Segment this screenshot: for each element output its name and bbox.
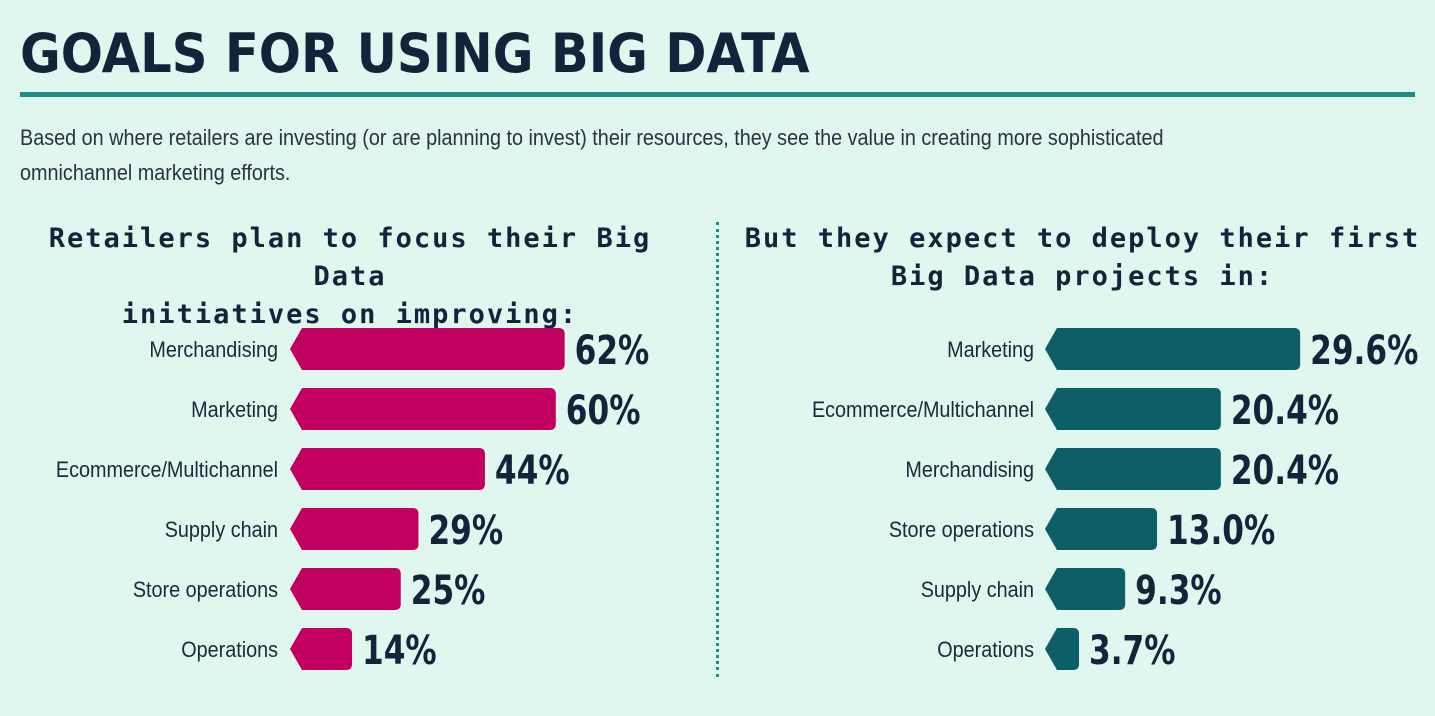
bar (290, 628, 353, 670)
title-underline (20, 92, 1415, 97)
category-label: Ecommerce/Multichannel (56, 458, 278, 482)
bar (1045, 328, 1301, 370)
value-label: 60% (566, 388, 641, 434)
bar (290, 448, 485, 490)
value-label: 13.0% (1167, 508, 1275, 554)
dotted-divider (716, 222, 719, 677)
category-label: Store operations (133, 578, 278, 602)
category-label: Supply chain (165, 518, 278, 542)
intro-text: Based on where retailers are investing (… (20, 125, 1164, 185)
bar-row: Operations 3.7% (937, 628, 1176, 674)
bar-row: Marketing 29.6% (947, 328, 1418, 374)
value-label: 44% (495, 448, 570, 494)
value-label: 29% (428, 508, 503, 554)
right-heading-line-1: But they expect to deploy their first (744, 223, 1421, 254)
bar-row: Ecommerce/Multichannel 44% (56, 448, 570, 494)
category-label: Operations (181, 638, 278, 662)
page-title: GOALS FOR USING BIG DATA (20, 22, 810, 85)
value-label: 9.3% (1135, 568, 1222, 614)
left-heading-line-1: Retailers plan to focus their Big Data (48, 223, 652, 292)
right-heading-line-2: Big Data projects in: (890, 261, 1275, 292)
bar (1045, 568, 1126, 610)
bar-row: Operations 14% (181, 628, 437, 674)
bar-row: Store operations 13.0% (889, 508, 1275, 554)
category-label: Marketing (947, 338, 1034, 362)
value-label: 20.4% (1231, 388, 1339, 434)
bar (1045, 628, 1079, 670)
bar (290, 568, 401, 610)
bar-row: Merchandising 62% (149, 328, 649, 374)
bar-row: Ecommerce/Multichannel 20.4% (812, 388, 1339, 434)
value-label: 25% (411, 568, 486, 614)
value-label: 3.7% (1089, 628, 1176, 674)
bar-row: Store operations 25% (133, 568, 486, 614)
bar (290, 508, 419, 550)
value-label: 29.6% (1310, 328, 1418, 374)
bar (1045, 448, 1221, 490)
right-chart-heading: But they expect to deploy their first Bi… (740, 220, 1425, 296)
category-label: Marketing (191, 398, 278, 422)
category-label: Supply chain (921, 578, 1034, 602)
left-heading-line-2: initiatives on improving: (121, 299, 579, 330)
value-label: 20.4% (1231, 448, 1339, 494)
category-label: Merchandising (905, 458, 1034, 482)
bar-row: Supply chain 9.3% (921, 568, 1222, 614)
bar-row: Merchandising 20.4% (905, 448, 1339, 494)
bar (290, 388, 556, 430)
category-label: Ecommerce/Multichannel (812, 398, 1034, 422)
value-label: 62% (575, 328, 650, 374)
left-chart-heading: Retailers plan to focus their Big Data i… (10, 220, 690, 334)
category-label: Operations (937, 638, 1034, 662)
category-label: Merchandising (149, 338, 278, 362)
bar (290, 328, 565, 370)
bar (1045, 508, 1158, 550)
bar-row: Marketing 60% (191, 388, 640, 434)
category-label: Store operations (889, 518, 1034, 542)
value-label: 14% (362, 628, 437, 674)
bar (1045, 388, 1221, 430)
bar-row: Supply chain 29% (165, 508, 503, 554)
